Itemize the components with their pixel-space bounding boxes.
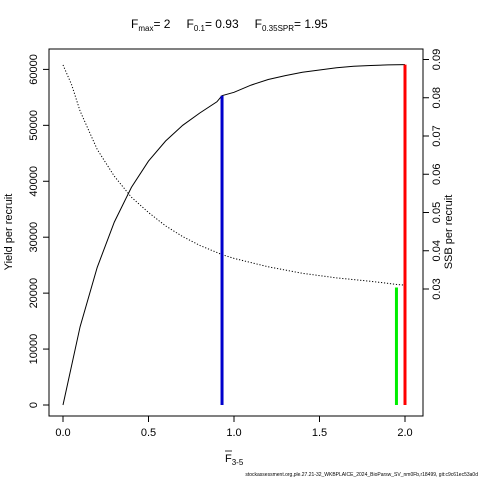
y-axis-left: 0 10000 20000 30000 40000 50000 60000	[28, 54, 49, 408]
y2-tick-label: 0.06	[431, 164, 443, 185]
fspr-value: = 1.95	[294, 17, 328, 31]
y2-tick-label: 0.09	[431, 49, 443, 70]
fspr-label: F	[255, 17, 262, 31]
y2-tick-label: 0.04	[431, 240, 443, 261]
footer-text: stockassessment.org,ple.27.21-32_WKBPLAI…	[245, 472, 478, 478]
x-axis: 0.0 0.5 1.0 1.5 2.0	[55, 416, 413, 439]
f01-value: = 0.93	[205, 17, 239, 31]
y2-tick-label: 0.07	[431, 125, 443, 146]
y2-tick-label: 0.03	[431, 278, 443, 299]
f01-sub: 0.1	[194, 24, 206, 33]
y-tick-label: 0	[28, 402, 40, 408]
y-tick-label: 50000	[28, 110, 40, 141]
y-tick-label: 40000	[28, 166, 40, 197]
y2-axis-label: SSB per recruit	[443, 195, 455, 270]
y-tick-label: 30000	[28, 222, 40, 253]
y-tick-label: 60000	[28, 54, 40, 85]
x-tick-label: 1.5	[312, 427, 327, 439]
fmax-value: = 2	[153, 17, 170, 31]
y2-tick-label: 0.08	[431, 87, 443, 108]
x-tick-label: 0.5	[141, 427, 156, 439]
x-tick-label: 2.0	[397, 427, 412, 439]
f01-label: F	[186, 17, 193, 31]
y-tick-label: 10000	[28, 334, 40, 365]
plot-frame	[48, 48, 424, 417]
y2-tick-label: 0.05	[431, 202, 443, 223]
chart-title: Fmax= 2 F0.1= 0.93 F0.35SPR= 1.95	[131, 17, 328, 33]
y-tick-label: 20000	[28, 278, 40, 309]
y-axis-right: 0.03 0.04 0.05 0.06 0.07 0.08 0.09	[423, 49, 443, 300]
sspr-curve	[62, 64, 406, 286]
x-tick-label: 1.0	[226, 427, 241, 439]
y-axis-label: Yield per recruit	[3, 194, 15, 271]
ypr-curve	[62, 64, 406, 406]
x-axis-label-sub: 3-5	[232, 458, 244, 467]
x-tick-label: 0.0	[55, 427, 70, 439]
x-axis-label: F3-5	[225, 453, 244, 467]
series-group	[62, 64, 406, 406]
fmax-label: F	[131, 17, 138, 31]
reference-lines	[220, 64, 407, 405]
x-axis-label-main: F	[225, 453, 232, 465]
fspr-sub: 0.35SPR	[262, 24, 294, 33]
fmax-sub: max	[138, 24, 153, 33]
